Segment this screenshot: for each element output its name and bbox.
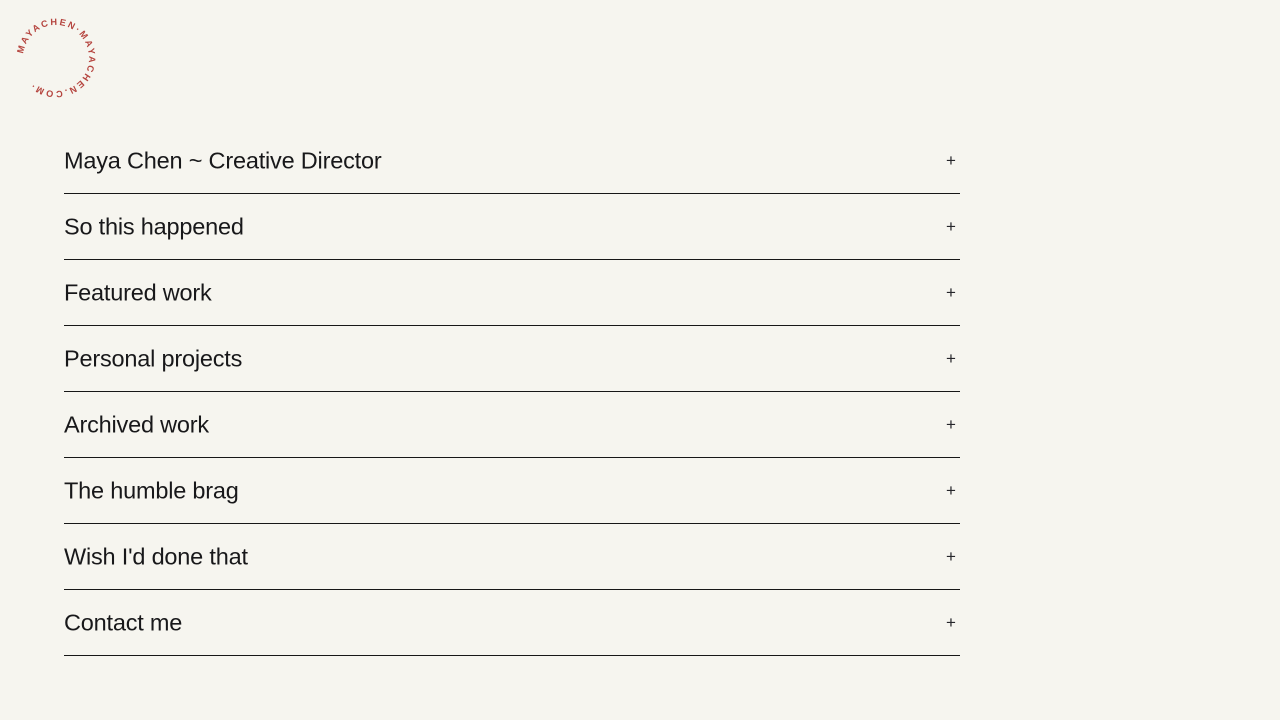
logo-ring-text: MAYACHEN·MAYACHEN.COM·	[15, 17, 97, 99]
plus-icon[interactable]: +	[946, 480, 956, 500]
accordion-row-personal-projects[interactable]: Personal projects +	[64, 326, 960, 392]
circular-wordmark-icon: MAYACHEN·MAYACHEN.COM·	[15, 17, 97, 99]
accordion-row-contact-me[interactable]: Contact me +	[64, 590, 960, 656]
accordion-row-archived-work[interactable]: Archived work +	[64, 392, 960, 458]
accordion-label: Maya Chen ~ Creative Director	[64, 146, 382, 173]
logo-ring-textpath: MAYACHEN·MAYACHEN.COM·	[15, 17, 95, 99]
accordion-label: So this happened	[64, 212, 244, 239]
plus-icon[interactable]: +	[946, 612, 956, 632]
plus-icon[interactable]: +	[946, 282, 956, 302]
accordion-list: Maya Chen ~ Creative Director + So this …	[64, 128, 960, 656]
accordion-label: Personal projects	[64, 344, 243, 371]
plus-icon[interactable]: +	[946, 414, 956, 434]
accordion-label: Wish I'd done that	[64, 542, 248, 569]
accordion-label: Contact me	[64, 608, 183, 635]
accordion-row-wish-id-done-that[interactable]: Wish I'd done that +	[64, 524, 960, 590]
plus-icon[interactable]: +	[946, 150, 956, 170]
plus-icon[interactable]: +	[946, 348, 956, 368]
accordion-row-maya-chen-creative-director[interactable]: Maya Chen ~ Creative Director +	[64, 128, 960, 194]
plus-icon[interactable]: +	[946, 216, 956, 236]
accordion-row-featured-work[interactable]: Featured work +	[64, 260, 960, 326]
site-logo[interactable]: MAYACHEN·MAYACHEN.COM·	[10, 12, 102, 104]
accordion-row-so-this-happened[interactable]: So this happened +	[64, 194, 960, 260]
accordion-label: Featured work	[64, 278, 212, 305]
accordion-row-the-humble-brag[interactable]: The humble brag +	[64, 458, 960, 524]
accordion-label: The humble brag	[64, 476, 239, 503]
plus-icon[interactable]: +	[946, 546, 956, 566]
accordion-label: Archived work	[64, 410, 209, 437]
